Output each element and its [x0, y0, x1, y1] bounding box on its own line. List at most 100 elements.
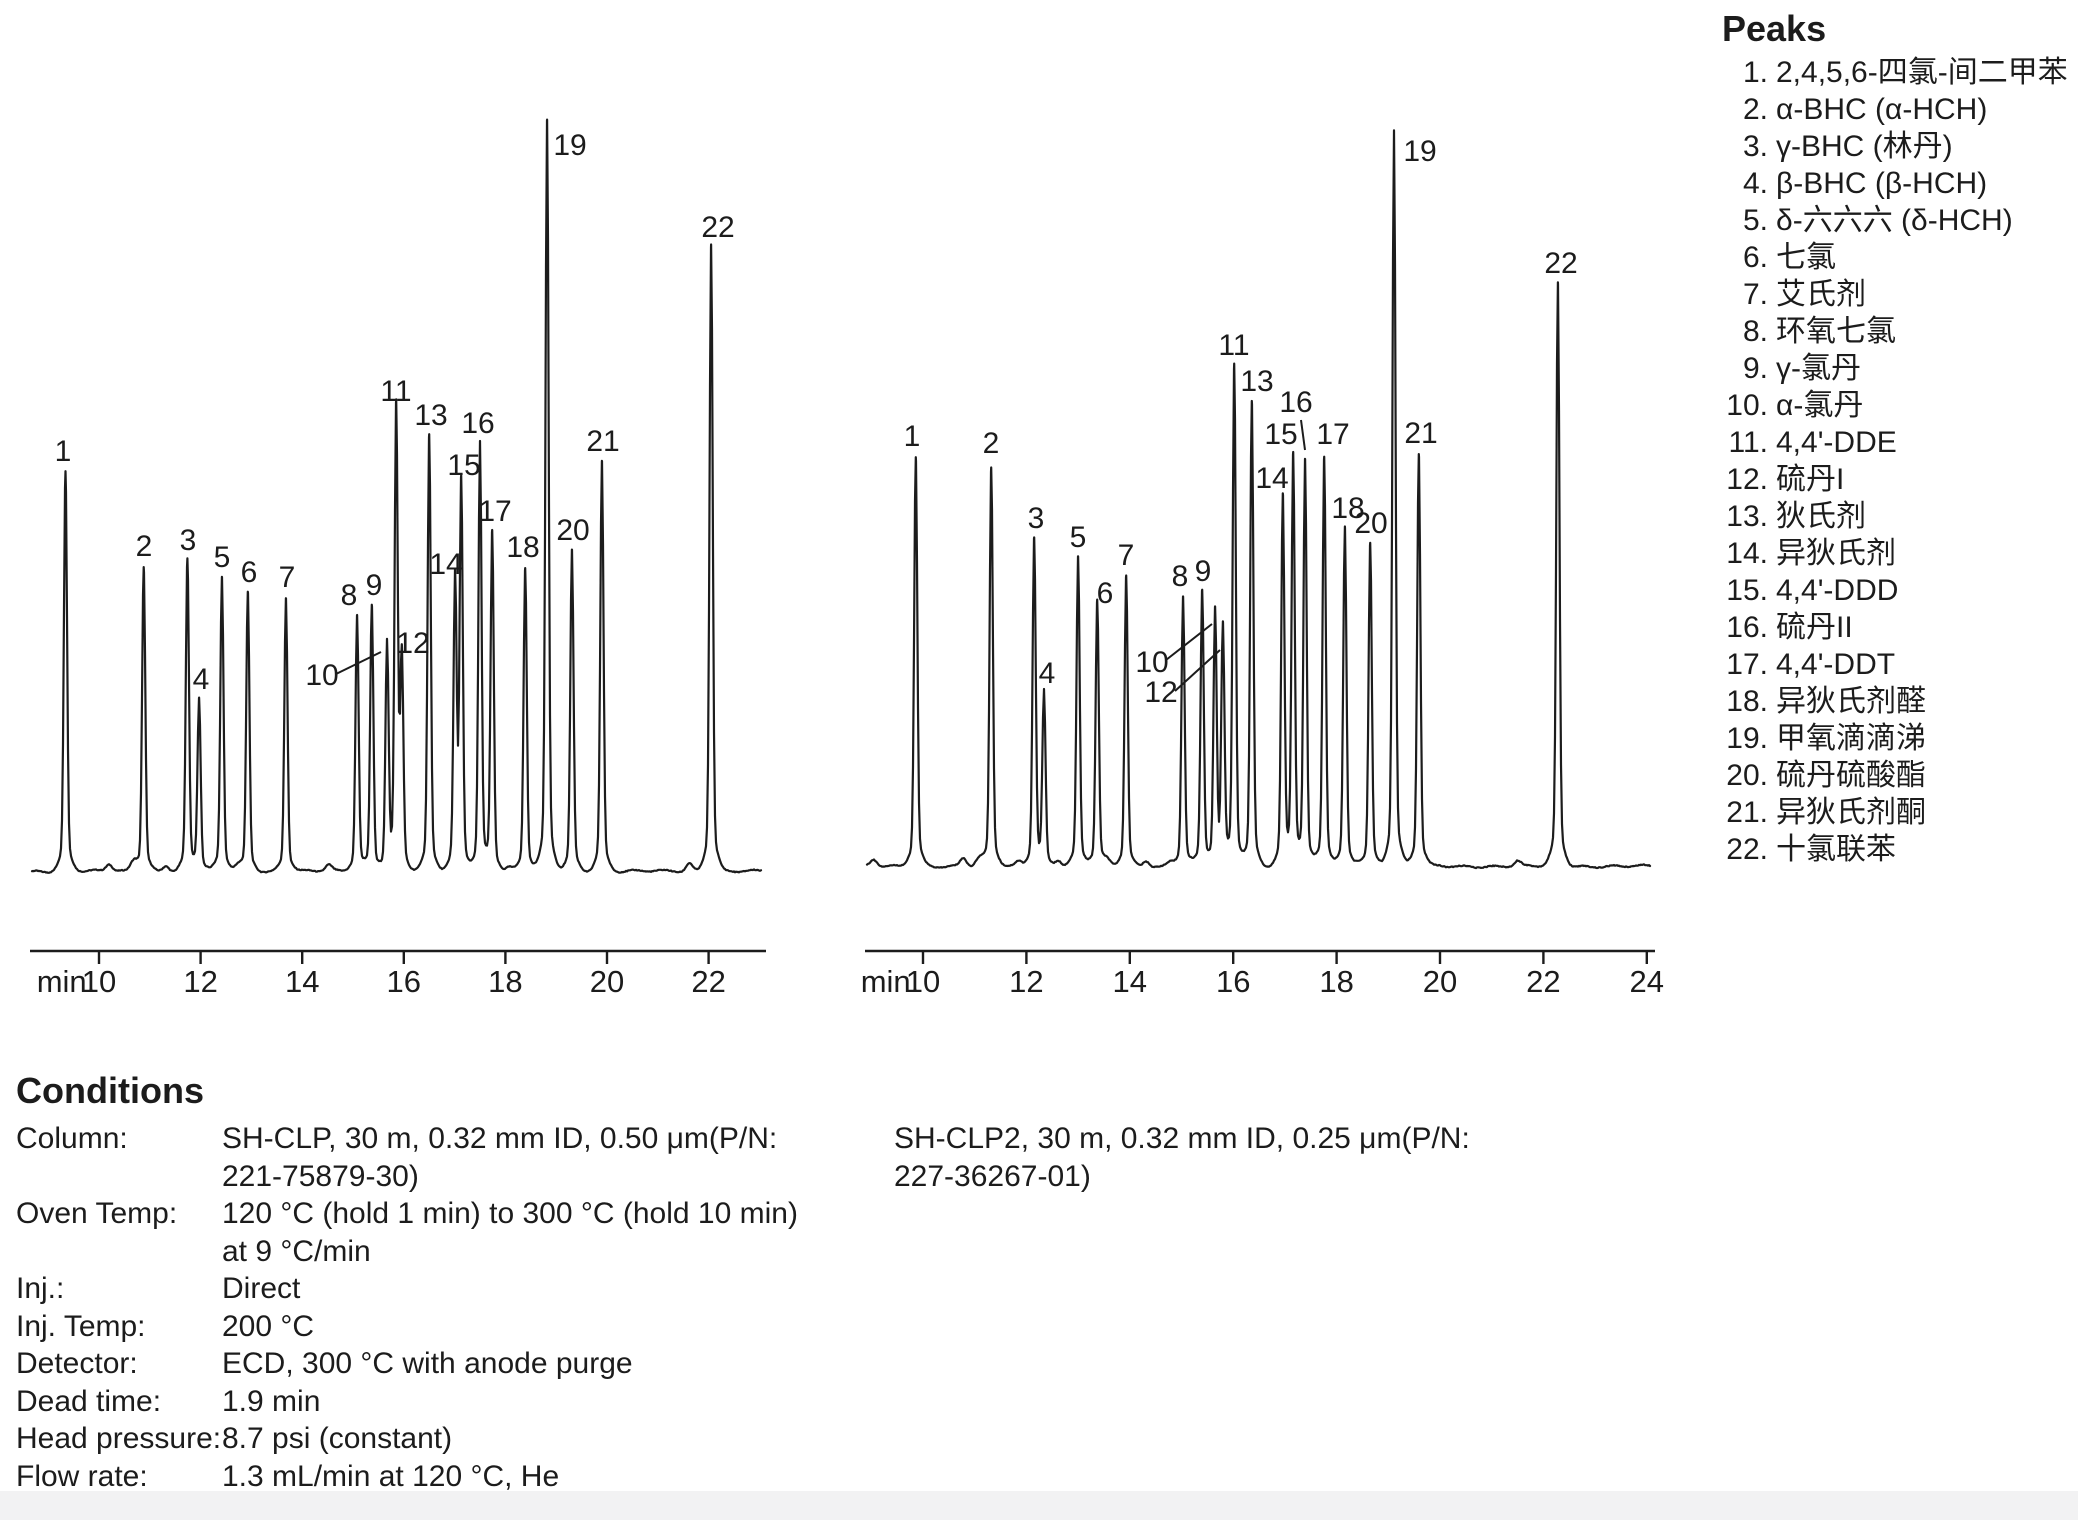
x-tick-label: 18 [1319, 964, 1353, 999]
peak-label-6: 6 [1097, 577, 1114, 610]
peak-label-21: 21 [1404, 417, 1437, 450]
peak-list-item: 15. 4,4'-DDD [1700, 572, 2078, 609]
condition-label: Oven Temp: [16, 1197, 178, 1230]
peak-label-16: 16 [461, 407, 494, 440]
x-tick-label: 20 [1423, 964, 1457, 999]
peak-label-21: 21 [586, 425, 619, 458]
x-tick-label: 24 [1630, 964, 1664, 999]
peak-label-19: 19 [553, 129, 586, 162]
peak-label-8: 8 [1172, 560, 1189, 593]
peak-label-15: 15 [1264, 418, 1297, 451]
peak-compound-name: γ-BHC (林丹) [1776, 130, 1953, 163]
peak-number: 1. [1742, 56, 1768, 89]
peak-label-11: 11 [380, 375, 411, 408]
peak-list-item: 22. 十氯联苯 [1700, 831, 2078, 868]
peak-number: 5. [1742, 204, 1768, 237]
peak-label-13: 13 [1240, 365, 1273, 398]
peak-label-14: 14 [429, 548, 462, 581]
x-tick-label: 18 [488, 964, 522, 999]
peak-label-9: 9 [1195, 555, 1212, 588]
peak-list-item: 21. 异狄氏剂酮 [1700, 794, 2078, 831]
peak-label-pointer-line [335, 651, 382, 675]
peak-list-item: 4. β-BHC (β-HCH) [1700, 165, 2078, 202]
peak-label-22: 22 [701, 211, 734, 244]
x-tick-label: 20 [590, 964, 624, 999]
peak-compound-name: 十氯联苯 [1776, 833, 1896, 866]
peak-label-10: 10 [305, 659, 338, 692]
peak-list-item: 17. 4,4'-DDT [1700, 646, 2078, 683]
peak-compound-name: 4,4'-DDE [1776, 426, 1897, 459]
peak-list-item: 16. 硫丹II [1700, 609, 2078, 646]
condition-label: Column: [16, 1122, 128, 1155]
peak-label-22: 22 [1544, 247, 1577, 280]
page-footer-band [0, 1491, 2078, 1520]
x-tick-label: 16 [1216, 964, 1250, 999]
peak-number: 15. [1726, 574, 1768, 607]
peak-compound-name: 4,4'-DDD [1776, 574, 1899, 607]
peak-label-20: 20 [1354, 507, 1387, 540]
condition-row: Oven Temp: 120 °C (hold 1 min) to 300 °C … [16, 1195, 1776, 1270]
peak-number: 9. [1742, 352, 1768, 385]
peak-list-item: 2. α-BHC (α-HCH) [1700, 91, 2078, 128]
x-tick-label: 14 [285, 964, 319, 999]
condition-value: 200 °C [222, 1309, 315, 1343]
condition-row: Column: SH-CLP, 30 m, 0.32 mm ID, 0.50 μm… [16, 1120, 1776, 1195]
peak-label-pointer-line [1300, 419, 1306, 451]
peak-label-10: 10 [1135, 646, 1168, 679]
peak-label-3: 3 [1028, 502, 1045, 535]
x-tick-label: 22 [691, 964, 725, 999]
peak-label-2: 2 [983, 427, 1000, 460]
peak-list-item: 5. δ-六六六 (δ-HCH) [1700, 202, 2078, 239]
peak-label-2: 2 [136, 530, 153, 563]
peak-label-6: 6 [241, 556, 258, 589]
peak-number: 7. [1742, 278, 1768, 311]
x-tick-label: 10 [82, 964, 116, 999]
peak-number: 21. [1726, 796, 1768, 829]
peak-compound-name: δ-六六六 (δ-HCH) [1776, 204, 2013, 237]
peak-list-item: 11. 4,4'-DDE [1700, 424, 2078, 461]
conditions-panel: Conditions Column: SH-CLP, 30 m, 0.32 mm … [16, 1070, 1776, 1495]
condition-row: Detector: ECD, 300 °C with anode purge [16, 1345, 1776, 1383]
peak-number: 22. [1726, 833, 1768, 866]
peak-label-16: 16 [1279, 386, 1312, 419]
peak-number: 19. [1726, 722, 1768, 755]
peak-number: 2. [1742, 93, 1768, 126]
peak-number: 17. [1726, 648, 1768, 681]
peak-label-3: 3 [180, 524, 197, 557]
peak-number: 20. [1726, 759, 1768, 792]
peak-label-4: 4 [193, 663, 210, 696]
peak-label-7: 7 [1118, 539, 1135, 572]
condition-value: ECD, 300 °C with anode purge [222, 1347, 633, 1380]
condition-row: Dead time: 1.9 min [16, 1383, 1776, 1421]
peak-compound-name: 艾氏剂 [1776, 278, 1866, 311]
condition-value: Direct [222, 1272, 301, 1305]
peak-label-1: 1 [904, 420, 921, 453]
peak-number: 3. [1742, 130, 1768, 163]
x-tick-label: 12 [1009, 964, 1043, 999]
peak-compound-name: 七氯 [1776, 241, 1836, 274]
peak-number: 16. [1726, 611, 1768, 644]
peak-compound-name: γ-氯丹 [1776, 352, 1861, 385]
peak-label-12: 12 [1144, 676, 1177, 709]
x-axis-unit-label: min. [861, 964, 920, 999]
peak-list-item: 10. α-氯丹 [1700, 387, 2078, 424]
peak-label-19: 19 [1403, 135, 1436, 168]
condition-label: Flow rate: [16, 1459, 148, 1493]
peak-number: 13. [1726, 500, 1768, 533]
x-tick-label: 16 [387, 964, 421, 999]
condition-label: Head pressure: [16, 1422, 222, 1455]
peak-list-item: 14. 异狄氏剂 [1700, 535, 2078, 572]
peak-label-5: 5 [1070, 521, 1087, 554]
conditions-rows: Column: SH-CLP, 30 m, 0.32 mm ID, 0.50 μm… [16, 1120, 1776, 1495]
peak-label-15: 15 [447, 449, 480, 482]
condition-row: Inj.: Direct [16, 1270, 1776, 1308]
condition-value: 1.3 mL/min at 120 °C, He [222, 1459, 560, 1493]
peak-compound-name: α-氯丹 [1776, 389, 1864, 422]
peak-number: 14. [1726, 537, 1768, 570]
peak-label-7: 7 [279, 561, 296, 594]
peaks-panel: Peaks 1. 2,4,5,6-四氯-间二甲苯 2. α-BHC (α-HCH) 3.… [1700, 8, 2078, 868]
x-tick-label: 14 [1113, 964, 1147, 999]
